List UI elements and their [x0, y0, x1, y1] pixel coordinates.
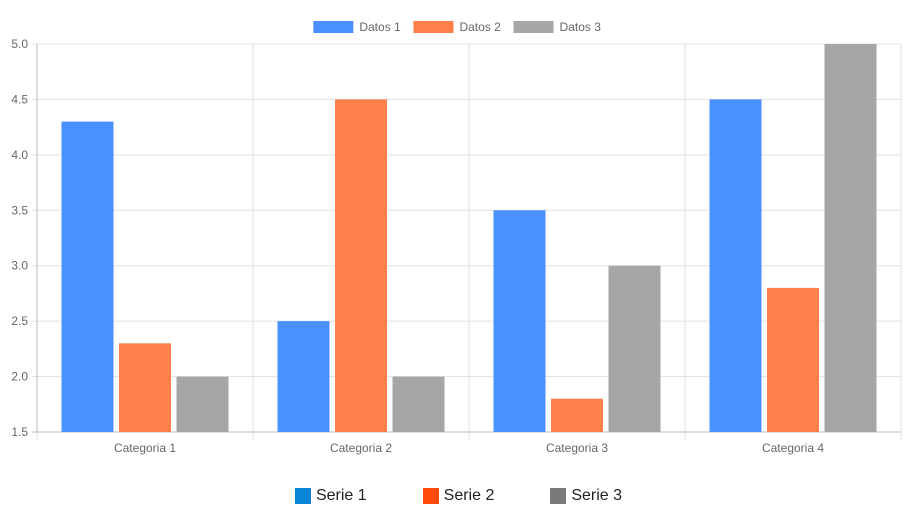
- y-tick-label: 5.0: [11, 37, 28, 51]
- y-tick-label: 2.5: [11, 314, 28, 328]
- bar-3-1: [176, 376, 229, 432]
- legend-label-1: Datos 1: [359, 20, 401, 34]
- y-tick-label: 1.5: [11, 425, 28, 439]
- bar-2-2: [335, 99, 387, 432]
- serie-2-label: Serie 2: [443, 487, 495, 504]
- bar-1-1: [61, 121, 114, 432]
- chart-canvas: 5.0 4.5 4.0 3.5 3.0 2.5 2.0 1.5 Categoria 1 Categ…: [11, 20, 902, 455]
- serie-2-swatch: [422, 488, 439, 504]
- x-tick-label: Categoria 2: [330, 441, 392, 455]
- y-tick-label: 4.5: [11, 92, 28, 106]
- y-tick-label: 2.0: [11, 370, 28, 384]
- bar-3-3: [608, 265, 661, 432]
- bar-2-1: [119, 343, 171, 432]
- bottom-legend: Serie 1 Serie 2 Serie 3: [0, 484, 917, 508]
- serie-3-label: Serie 3: [571, 487, 623, 504]
- bar-1-2: [277, 321, 330, 432]
- legend-label-2: Datos 2: [459, 20, 501, 34]
- x-tick-label: Categoria 3: [546, 441, 608, 455]
- serie-1-label: Serie 1: [315, 487, 367, 504]
- bar-2-4: [767, 287, 819, 432]
- x-tick-label: Categoria 4: [762, 441, 824, 455]
- bottom-legend-item-serie-3[interactable]: Serie 3: [550, 487, 622, 505]
- serie-1-swatch: [294, 488, 311, 504]
- legend-swatch-1: [313, 21, 354, 33]
- bar-chart: 5.0 4.5 4.0 3.5 3.0 2.5 2.0 1.5 Categoria 1 Categ…: [11, 20, 902, 455]
- y-tick-label: 3.0: [11, 259, 28, 273]
- serie-3-swatch: [550, 488, 567, 504]
- bar-1-3: [493, 210, 546, 432]
- legend-swatch-3: [513, 21, 554, 33]
- bar-3-4: [824, 44, 877, 432]
- bar-3-2: [392, 376, 445, 432]
- bottom-legend-item-serie-1[interactable]: Serie 1: [294, 487, 367, 505]
- x-tick-label: Categoria 1: [114, 441, 176, 455]
- legend-label-3: Datos 3: [560, 20, 602, 34]
- legend-swatch-2: [413, 21, 454, 33]
- y-tick-label: 3.5: [11, 203, 28, 217]
- y-tick-label: 4.0: [11, 148, 28, 162]
- bottom-legend-item-serie-2[interactable]: Serie 2: [422, 487, 495, 505]
- bar-1-4: [709, 99, 762, 432]
- bar-2-3: [551, 398, 603, 432]
